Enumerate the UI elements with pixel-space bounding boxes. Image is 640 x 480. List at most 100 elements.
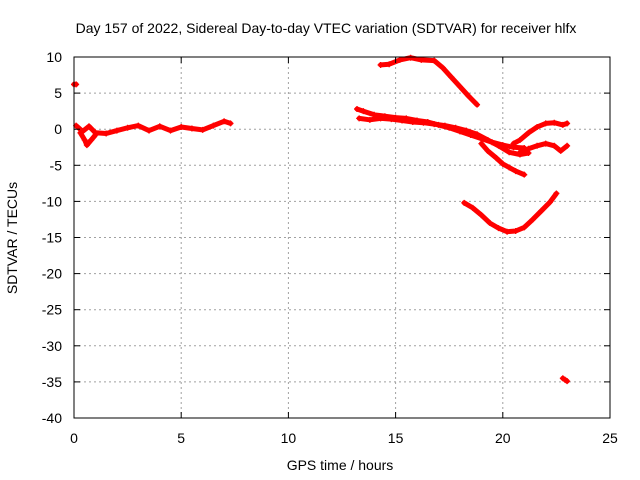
data-point	[396, 56, 403, 63]
y-tick-label: 0	[54, 121, 62, 137]
data-point	[366, 116, 373, 123]
data-point	[516, 149, 523, 156]
data-point	[534, 142, 541, 149]
y-tick-label: -15	[42, 230, 62, 246]
data-point	[495, 142, 502, 149]
data-point	[512, 168, 519, 175]
x-tick-label: 20	[495, 430, 511, 446]
y-tick-label: -40	[42, 410, 62, 426]
x-axis-label: GPS time / hours	[287, 457, 394, 473]
data-point	[420, 119, 427, 126]
data-point	[516, 137, 523, 144]
data-point	[377, 61, 384, 68]
data-point	[167, 127, 174, 134]
data-point	[86, 123, 93, 130]
data-point	[178, 124, 185, 131]
data-point	[553, 190, 560, 197]
y-tick-label: -20	[42, 266, 62, 282]
data-point	[493, 155, 500, 162]
data-point	[495, 225, 502, 232]
series-track-f-peak	[377, 54, 481, 108]
data-point	[439, 64, 446, 71]
data-point	[409, 118, 416, 125]
data-point	[521, 171, 528, 178]
grid-lines	[74, 57, 610, 418]
data-point	[474, 131, 481, 138]
data-point	[360, 108, 367, 115]
series-track-i-late-lower	[516, 140, 571, 156]
x-axis-ticks: 0 5 10 15 20 25	[70, 57, 618, 446]
data-point	[452, 124, 459, 131]
data-point	[486, 220, 493, 227]
data-point	[124, 124, 131, 131]
data-point	[456, 83, 463, 90]
data-point	[103, 130, 110, 137]
data-point	[113, 127, 120, 134]
series-band	[461, 191, 559, 235]
y-tick-label: 5	[54, 85, 62, 101]
data-point	[221, 118, 228, 125]
y-axis-label: SDTVAR / TECUs	[4, 182, 20, 294]
y-tick-label: -30	[42, 338, 62, 354]
data-point	[542, 120, 549, 127]
data-point	[465, 92, 472, 99]
data-point	[557, 147, 564, 154]
data-point	[92, 131, 99, 138]
x-tick-label: 15	[388, 430, 404, 446]
series-track-d-afternoon-upper	[354, 105, 528, 151]
series-track-k-isolated-low	[559, 375, 571, 385]
x-tick-label: 0	[70, 430, 78, 446]
x-tick-label: 5	[177, 430, 185, 446]
data-point	[546, 199, 553, 206]
series-track-a-isolated	[71, 81, 80, 88]
data-point	[135, 122, 142, 129]
data-point	[227, 120, 234, 127]
data-point	[77, 129, 84, 136]
data-point	[461, 199, 468, 206]
data-point	[188, 125, 195, 132]
data-point	[538, 207, 545, 214]
y-tick-label: -35	[42, 374, 62, 390]
data-point	[551, 142, 558, 149]
data-point	[354, 105, 361, 112]
series-track-b-morning	[73, 118, 234, 137]
data-series	[71, 54, 571, 385]
data-point	[559, 121, 566, 128]
data-point	[441, 122, 448, 129]
series-band	[354, 106, 527, 151]
data-point	[525, 145, 532, 152]
data-point	[418, 56, 425, 63]
data-point	[504, 228, 511, 235]
data-point	[506, 164, 513, 171]
chart-title: Day 157 of 2022, Sidereal Day-to-day VTE…	[76, 20, 577, 36]
data-point	[564, 120, 571, 127]
series-band	[378, 55, 480, 108]
data-point	[564, 378, 571, 385]
data-point	[88, 137, 95, 144]
data-point	[534, 124, 541, 131]
data-point	[81, 137, 88, 144]
y-tick-label: -25	[42, 302, 62, 318]
data-point	[551, 119, 558, 126]
data-point	[564, 142, 571, 149]
data-point	[512, 228, 519, 235]
data-point	[529, 216, 536, 223]
data-point	[448, 74, 455, 81]
data-point	[510, 140, 517, 147]
data-point	[377, 115, 384, 122]
data-point	[484, 147, 491, 154]
y-tick-label: 10	[46, 49, 62, 65]
data-point	[431, 121, 438, 128]
data-point	[525, 129, 532, 136]
y-axis-ticks: 10 5 0 -5 -10 -15 -20 -25 -30 -35 -40	[42, 49, 610, 426]
x-tick-label: 25	[602, 430, 618, 446]
series-track-j-bowl	[461, 190, 560, 235]
data-point	[399, 117, 406, 124]
data-point	[388, 116, 395, 123]
data-point	[469, 204, 476, 211]
data-point	[156, 123, 163, 130]
data-point	[407, 54, 414, 61]
data-point	[431, 57, 438, 64]
data-point	[83, 142, 90, 149]
